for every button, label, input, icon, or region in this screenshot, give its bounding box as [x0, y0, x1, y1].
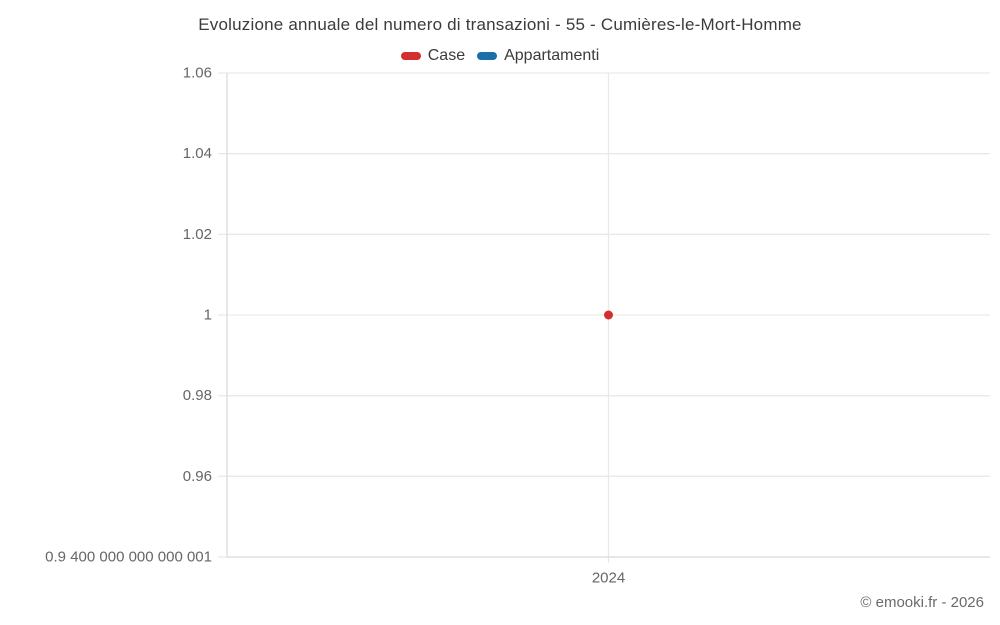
data-point-case [604, 310, 613, 320]
y-tick-label: 0.98 [183, 387, 212, 404]
chart-title: Evoluzione annuale del numero di transaz… [198, 15, 802, 34]
y-tick-label: 1 [204, 307, 212, 324]
legend-label-case: Case [427, 47, 466, 64]
x-tick-label: 2024 [592, 570, 625, 587]
legend-item-appartamenti[interactable]: Appartamenti [477, 47, 599, 65]
y-tick-label: 1.04 [183, 145, 212, 162]
y-tick-label: 0.96 [183, 468, 212, 485]
legend-swatch-appartamenti [477, 52, 498, 60]
y-tick-label: 1.06 [183, 65, 212, 82]
legend: Case Appartamenti [0, 47, 1000, 65]
legend-swatch-case [400, 52, 421, 60]
y-tick-label: 0.9 400 000 000 000 001 [45, 549, 212, 566]
attribution: © emooki.fr - 2026 [860, 594, 984, 611]
y-tick-label: 1.02 [183, 226, 212, 243]
legend-label-appartamenti: Appartamenti [504, 47, 600, 64]
legend-item-case[interactable]: Case [400, 47, 466, 65]
